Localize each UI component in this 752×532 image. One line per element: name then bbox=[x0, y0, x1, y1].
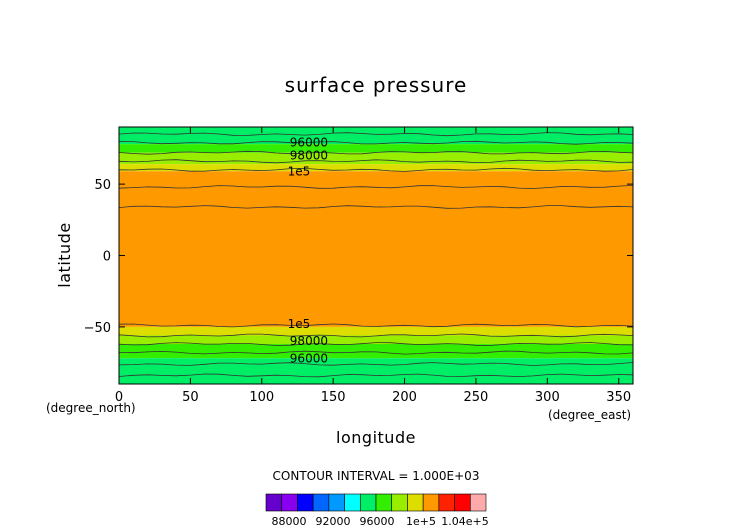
colorbar-cell-5 bbox=[344, 493, 361, 512]
pressure-band-6 bbox=[119, 335, 633, 345]
y-axis-ticks: −50 0 50 bbox=[84, 178, 633, 336]
colorbar-cell-0 bbox=[265, 493, 283, 512]
contour-label-3: 1e5 bbox=[288, 317, 311, 331]
contour-line-10 bbox=[118, 350, 634, 355]
contour-line-12 bbox=[118, 373, 634, 378]
colorbar-cell-11 bbox=[438, 493, 455, 512]
contour-line-6 bbox=[118, 205, 634, 209]
colorbar-cell-12 bbox=[454, 493, 471, 512]
pressure-band-0 bbox=[119, 127, 633, 145]
y-unit-label: (degree_north) bbox=[46, 401, 136, 415]
contour-line-9 bbox=[118, 342, 634, 346]
contour-label-4: 98000 bbox=[290, 334, 328, 348]
colorbar-tick-label-1: 92000 bbox=[316, 515, 351, 528]
colorbar-cell-3 bbox=[312, 493, 330, 512]
contour-line-4 bbox=[118, 167, 634, 172]
colorbar-cell-7 bbox=[375, 493, 393, 512]
x-tick-label-4: 200 bbox=[392, 390, 417, 405]
x-tick-label-0: 0 bbox=[115, 390, 123, 405]
colorbar bbox=[265, 493, 487, 512]
contour-label-2: 1e5 bbox=[288, 164, 311, 178]
x-tick-label-5: 250 bbox=[464, 390, 489, 405]
colorbar-tick-label-4: 1.04e+5 bbox=[441, 515, 488, 528]
colorbar-cell-13 bbox=[469, 493, 487, 512]
colorbar-cell-2 bbox=[297, 493, 314, 512]
x-axis-ticks: 0 50 100 150 200 250 300 350 bbox=[115, 127, 631, 405]
pressure-band-7 bbox=[119, 344, 633, 359]
pressure-bands bbox=[119, 127, 633, 384]
y-axis-label: latitude bbox=[55, 222, 74, 287]
colorbar-cell-4 bbox=[328, 493, 345, 512]
x-tick-label-3: 150 bbox=[321, 390, 346, 405]
pressure-band-3 bbox=[119, 164, 633, 172]
contour-line-2 bbox=[118, 150, 634, 155]
pressure-band-1 bbox=[119, 144, 633, 153]
chart-title: surface pressure bbox=[285, 73, 468, 97]
contour-line-3 bbox=[118, 159, 634, 164]
colorbar-cell-9 bbox=[407, 493, 424, 512]
x-tick-label-7: 350 bbox=[606, 390, 631, 405]
contour-line-5 bbox=[118, 185, 634, 189]
colorbar-tick-labels: 88000 92000 96000 1e+5 1.04e+5 bbox=[272, 515, 489, 528]
y-tick-label-0: −50 bbox=[84, 321, 111, 336]
contour-label-5: 96000 bbox=[290, 351, 328, 365]
colorbar-cell-10 bbox=[422, 493, 440, 512]
contour-line-11 bbox=[118, 362, 634, 366]
pressure-band-4 bbox=[119, 171, 633, 327]
contour-line-1 bbox=[118, 140, 634, 145]
contour-interval-text: CONTOUR INTERVAL = 1.000E+03 bbox=[273, 469, 480, 483]
y-tick-label-1: 0 bbox=[103, 250, 111, 265]
colorbar-cell-1 bbox=[281, 493, 298, 512]
colorbar-tick-label-2: 96000 bbox=[360, 515, 395, 528]
pressure-band-8 bbox=[119, 358, 633, 384]
x-tick-label-1: 50 bbox=[182, 390, 199, 405]
contour-lines bbox=[118, 132, 634, 378]
x-axis-label: longitude bbox=[336, 428, 416, 447]
colorbar-cell-8 bbox=[391, 493, 408, 512]
x-unit-label: (degree_east) bbox=[548, 408, 631, 422]
contour-line-8 bbox=[118, 333, 634, 338]
pressure-band-2 bbox=[119, 152, 633, 165]
x-tick-label-2: 100 bbox=[249, 390, 274, 405]
pressure-band-5 bbox=[119, 326, 633, 336]
contour-label-0: 96000 bbox=[290, 136, 328, 150]
contour-line-7 bbox=[118, 323, 634, 328]
y-tick-label-2: 50 bbox=[94, 178, 111, 193]
x-tick-label-6: 300 bbox=[535, 390, 560, 405]
contour-label-1: 98000 bbox=[290, 149, 328, 163]
colorbar-tick-label-0: 88000 bbox=[272, 515, 307, 528]
colorbar-cell-6 bbox=[359, 493, 377, 512]
colorbar-tick-label-3: 1e+5 bbox=[406, 515, 436, 528]
